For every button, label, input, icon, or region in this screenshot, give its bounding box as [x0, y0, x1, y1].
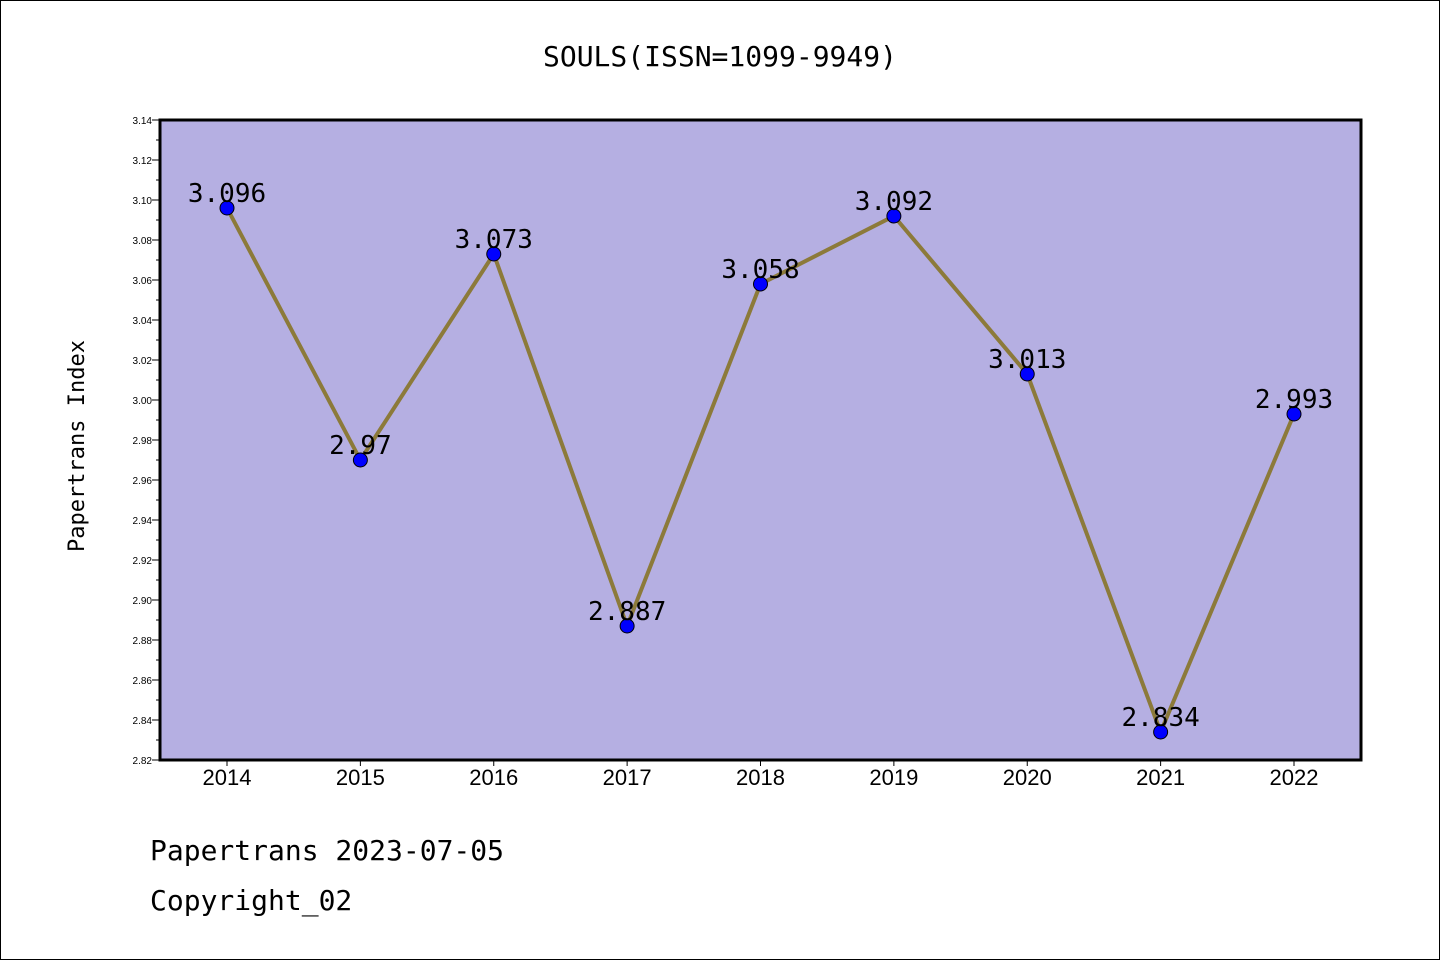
y-tick-label: 2.92 [133, 556, 153, 567]
y-axis-ticks: 2.82 2.84 2.86 2.88 2.90 2.92 2.94 2.96 2.98 3.00… [133, 116, 160, 767]
data-point [1153, 724, 1169, 740]
data-label: 2.834 [1121, 703, 1199, 733]
data-point [219, 200, 235, 216]
y-tick-label: 3.06 [133, 276, 153, 287]
data-point [753, 276, 768, 292]
x-tick-label: 2017 [603, 765, 652, 790]
data-point [486, 246, 502, 262]
x-tick-label: 2020 [1003, 765, 1052, 790]
series-group: 3.096 2.97 3.073 2.887 3.058 3.092 3.013 2.834 2… [188, 179, 1333, 740]
y-tick-label: 3.12 [133, 156, 153, 167]
data-label: 2.887 [588, 597, 666, 627]
data-point [352, 452, 368, 468]
plot-border [158, 118, 1363, 762]
data-label: 3.092 [855, 187, 933, 217]
y-tick-label: 2.86 [133, 676, 153, 687]
y-tick-label: 3.04 [133, 316, 153, 327]
chart-title: SOULS(ISSN=1099-9949) [543, 40, 897, 73]
y-tick-label: 3.02 [133, 356, 153, 367]
data-point [1019, 366, 1035, 382]
y-tick-label: 2.88 [133, 636, 153, 647]
y-tick-label: 2.94 [133, 516, 153, 527]
y-tick-label: 3.08 [133, 236, 153, 247]
x-tick-label: 2015 [336, 765, 385, 790]
y-tick-label: 3.10 [133, 196, 153, 207]
y-tick-label: 2.98 [133, 436, 153, 447]
footer-copyright: Copyright_02 [150, 884, 353, 917]
x-tick-label: 2022 [1270, 765, 1319, 790]
data-label: 3.073 [455, 225, 533, 255]
data-label: 3.013 [988, 345, 1066, 375]
y-tick-label: 3.00 [133, 396, 153, 407]
y-tick-label: 2.82 [133, 756, 153, 767]
x-axis-ticks: 2014 2015 2016 2017 2018 2019 2020 2021 2022 [203, 760, 1319, 790]
data-label: 3.096 [188, 179, 266, 209]
plot-area [160, 120, 1361, 760]
y-tick-label: 2.90 [133, 596, 153, 607]
x-tick-label: 2014 [203, 765, 252, 790]
data-label: 2.993 [1255, 385, 1333, 415]
data-point [619, 618, 635, 634]
x-tick-label: 2021 [1136, 765, 1185, 790]
y-tick-label: 2.96 [133, 476, 153, 487]
y-tick-label: 2.84 [133, 716, 153, 727]
y-axis-label: Papertrans Index [65, 340, 90, 552]
data-point [886, 208, 902, 224]
x-tick-label: 2019 [869, 765, 918, 790]
x-tick-label: 2018 [736, 765, 785, 790]
data-label: 2.97 [329, 431, 392, 461]
data-point [1286, 406, 1302, 422]
footer-date: Papertrans 2023-07-05 [150, 834, 505, 867]
y-tick-label: 3.14 [133, 116, 153, 127]
x-tick-label: 2016 [469, 765, 518, 790]
data-label: 3.058 [721, 255, 799, 285]
